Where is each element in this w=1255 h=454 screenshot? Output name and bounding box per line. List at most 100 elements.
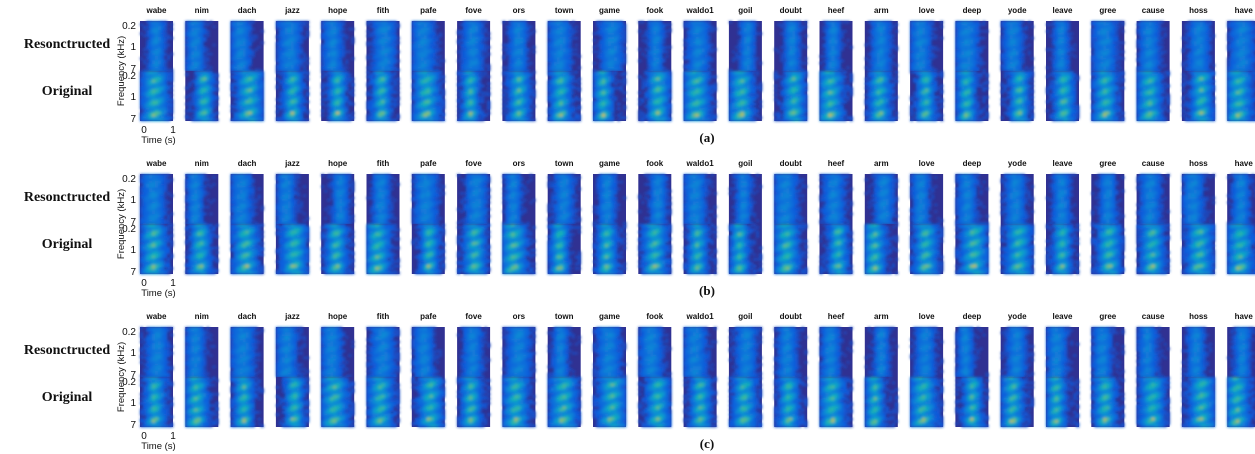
spectrogram-cell xyxy=(234,26,237,29)
spectrogram-cell xyxy=(687,80,690,83)
spectrogram-cell xyxy=(285,64,288,67)
spectrogram-cell xyxy=(376,55,379,58)
spectrogram-cell xyxy=(647,48,650,51)
spectrogram-cell xyxy=(246,60,249,63)
spectrogram-cell xyxy=(240,82,243,85)
spectrogram-cell xyxy=(602,44,605,47)
spectrogram-cell xyxy=(206,53,209,56)
spectrogram-cell xyxy=(466,107,469,110)
spectrogram-cell xyxy=(385,71,388,74)
spectrogram-cell xyxy=(690,32,693,35)
spectrogram-cell xyxy=(415,51,418,54)
spectrogram-cell xyxy=(566,89,569,92)
spectrogram-cell xyxy=(243,85,246,88)
spectrogram-cell xyxy=(566,69,569,72)
spectrogram-cell xyxy=(376,73,379,76)
spectrogram-cell xyxy=(690,101,693,104)
spectrogram-cell xyxy=(382,71,385,74)
spectrogram-cell xyxy=(158,41,161,44)
word-label: town xyxy=(555,6,574,15)
spectrogram-cell xyxy=(599,46,602,49)
spectrogram-cell xyxy=(385,110,388,113)
spectrogram-cell xyxy=(240,28,243,31)
spectrogram-cell xyxy=(194,60,197,63)
spectrogram-cell xyxy=(554,21,557,24)
spectrogram-cell xyxy=(605,103,608,106)
spectrogram-cell xyxy=(647,44,650,47)
spectrogram-cell xyxy=(324,64,327,67)
spectrogram-cell xyxy=(554,82,557,85)
spectrogram-cell xyxy=(394,101,397,104)
spectrogram-cell xyxy=(653,51,656,54)
spectrogram-cell xyxy=(526,103,529,106)
spectrogram-cell xyxy=(566,94,569,97)
spectrogram-cell xyxy=(206,114,209,117)
spectrogram-cell xyxy=(554,87,557,90)
spectrogram-cell xyxy=(653,48,656,51)
spectrogram-cell xyxy=(282,105,285,108)
spectrogram-cell xyxy=(705,35,708,38)
spectrogram-cell xyxy=(708,66,711,69)
spectrogram-cell xyxy=(647,69,650,72)
spectrogram-cell xyxy=(514,96,517,99)
spectrogram-cell xyxy=(469,103,472,106)
spectrogram-cell xyxy=(306,35,309,38)
spectrogram-cell xyxy=(662,76,665,79)
spectrogram-cell xyxy=(620,85,623,88)
spectrogram-cell xyxy=(185,103,188,106)
spectrogram-cell xyxy=(705,30,708,33)
spectrogram-cell xyxy=(143,60,146,63)
spectrogram-cell xyxy=(653,41,656,44)
word-label: wabe xyxy=(145,6,167,15)
spectrogram-cell xyxy=(336,87,339,90)
spectrogram-cell xyxy=(520,55,523,58)
spectrogram-cell xyxy=(433,119,436,122)
spectrogram-cell xyxy=(412,116,415,119)
spectrogram-cell xyxy=(300,23,303,26)
spectrogram-cell xyxy=(333,35,336,38)
spectrogram-cell xyxy=(566,82,569,85)
spectrogram-cell xyxy=(520,35,523,38)
spectrogram-cell xyxy=(557,96,560,99)
spectrogram-cell xyxy=(246,85,249,88)
spectrogram-cell xyxy=(478,51,481,54)
spectrogram-cell xyxy=(382,37,385,40)
spectrogram-cell xyxy=(197,39,200,42)
spectrogram-cell xyxy=(611,57,614,60)
spectrogram-cell xyxy=(152,85,155,88)
spectrogram-cell xyxy=(687,57,690,60)
spectrogram-cell xyxy=(575,71,578,74)
spectrogram-cell xyxy=(662,57,665,60)
spectrogram-cell xyxy=(391,32,394,35)
spectrogram-cell xyxy=(484,46,487,49)
spectrogram-cell xyxy=(623,80,626,83)
spectrogram-cell xyxy=(466,23,469,26)
spectrogram-cell xyxy=(560,23,563,26)
spectrogram-cell xyxy=(690,35,693,38)
spectrogram-cell xyxy=(170,28,173,31)
spectrogram-cell xyxy=(656,41,659,44)
spectrogram-cell xyxy=(611,62,614,65)
spectrogram-cell xyxy=(427,37,430,40)
spectrogram-cell xyxy=(563,28,566,31)
spectrogram-cell xyxy=(508,101,511,104)
spectrogram-cell xyxy=(484,37,487,40)
spectrogram-cell xyxy=(394,51,397,54)
spectrogram-cell xyxy=(215,82,218,85)
spectrogram-cell xyxy=(466,48,469,51)
spectrogram-cell xyxy=(285,107,288,110)
spectrogram-cell xyxy=(255,116,258,119)
spectrogram-cell xyxy=(370,101,373,104)
spectrogram-cell xyxy=(463,105,466,108)
spectrogram-cell xyxy=(617,28,620,31)
spectrogram-cell xyxy=(421,35,424,38)
spectrogram-cell xyxy=(379,41,382,44)
spectrogram-cell xyxy=(526,30,529,33)
spectrogram-cell xyxy=(557,32,560,35)
spectrogram-cell xyxy=(502,55,505,58)
spectrogram-cell xyxy=(520,91,523,94)
spectrogram-cell xyxy=(243,66,246,69)
spectrogram-cell xyxy=(427,44,430,47)
spectrogram-cell xyxy=(191,103,194,106)
spectrogram-cell xyxy=(243,96,246,99)
